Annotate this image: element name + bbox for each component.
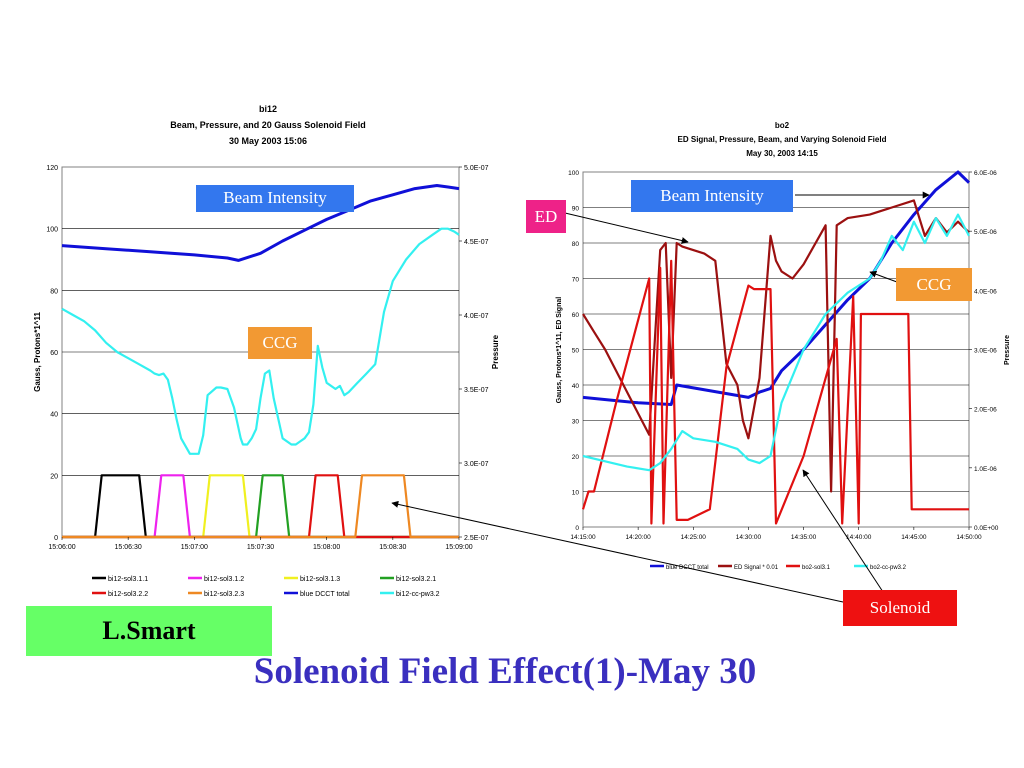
chart-subtitle: ED Signal, Pressure, Beam, and Varying S… (678, 135, 887, 144)
callout-ccg-right: CCG (896, 268, 972, 301)
series-line-bi12-cc-pw3-2 (61, 227, 460, 455)
chart-subtitle: Beam, Pressure, and 20 Gauss Solenoid Fi… (170, 120, 366, 130)
arrow-ed (564, 212, 689, 244)
y-tick-label: 100 (46, 227, 58, 234)
author-label: L.Smart (26, 606, 272, 656)
legend-label: bi12-cc-pw3.2 (396, 591, 440, 598)
y-tick-label: 100 (568, 170, 579, 177)
y-tick-label: 0 (575, 525, 579, 532)
callout-ccg-left: CCG (248, 327, 312, 359)
y2-tick-label: 0.0E+00 (974, 525, 999, 532)
arrow-solenoid-right (802, 469, 886, 596)
y-tick-label: 60 (50, 350, 58, 357)
y2-tick-label: 2.5E-07 (464, 535, 489, 542)
y-tick-label: 40 (50, 412, 58, 419)
y-tick-label: 60 (572, 312, 580, 319)
slide-title: Solenoid Field Effect(1)-May 30 (253, 651, 757, 692)
series-line-bo2-cc-pw3-2 (582, 213, 970, 472)
y-tick-label: 80 (572, 241, 580, 248)
y2-tick-label: 3.0E-07 (464, 461, 489, 468)
y-axis-label: Gauss, Protons*1^11 (33, 312, 42, 392)
legend-label: bi12-sol3.2.1 (396, 576, 436, 583)
legend-label: blue DCCT total (300, 591, 350, 598)
series-line-bi12-sol3-2-3 (62, 474, 459, 539)
y-tick-label: 10 (572, 490, 580, 497)
y-tick-label: 90 (572, 206, 580, 213)
x-tick-label: 14:20:00 (625, 534, 651, 541)
chart-title: bi12 (259, 104, 277, 114)
y-tick-label: 80 (50, 288, 58, 295)
chart-subtitle-date: May 30, 2003 14:15 (746, 149, 818, 158)
y-tick-label: 50 (572, 348, 580, 355)
legend-label: bi12-sol3.1.1 (108, 576, 148, 583)
callout-solenoid: Solenoid (843, 590, 957, 626)
callout-beam-intensity-left: Beam Intensity (196, 185, 354, 212)
y-tick-label: 30 (572, 419, 580, 426)
x-tick-label: 15:06:30 (115, 544, 142, 551)
x-tick-label: 14:35:00 (791, 534, 817, 541)
legend-label: bi12-sol3.1.3 (300, 576, 340, 583)
x-tick-label: 15:08:30 (379, 544, 406, 551)
y2-tick-label: 4.0E-06 (974, 288, 997, 295)
y-axis-label: Gauss, Protons*1^11, ED Signal (555, 297, 563, 403)
y-tick-label: 40 (572, 383, 580, 390)
x-tick-label: 14:45:00 (901, 534, 927, 541)
y2-tick-label: 4.5E-07 (464, 239, 489, 246)
callout-ed: ED (526, 200, 566, 233)
y2-tick-label: 3.5E-07 (464, 387, 489, 394)
y2-tick-label: 6.0E-06 (974, 170, 997, 177)
series-line-bo2-sol3-1 (581, 259, 969, 525)
x-tick-label: 14:25:00 (681, 534, 707, 541)
series-line-blue-dcct-total (61, 184, 460, 262)
y-tick-label: 120 (46, 165, 58, 172)
y2-axis-label: Pressure (491, 334, 500, 369)
x-tick-label: 15:07:00 (181, 544, 208, 551)
y-tick-label: 0 (54, 535, 58, 542)
x-tick-label: 14:30:00 (736, 534, 762, 541)
legend-label: ED Signal * 0.01 (734, 565, 779, 571)
y-tick-label: 70 (572, 277, 580, 284)
x-tick-label: 14:50:00 (956, 534, 982, 541)
y2-tick-label: 5.0E-07 (464, 165, 489, 172)
chart-title: bo2 (775, 121, 790, 130)
y2-axis-label: Pressure (1004, 335, 1011, 365)
arrow-ccg (869, 270, 898, 283)
y2-tick-label: 3.0E-06 (974, 348, 997, 355)
chart-subtitle-date: 30 May 2003 15:06 (229, 136, 307, 146)
x-tick-label: 14:40:00 (846, 534, 872, 541)
series-line-ed-signal-0-01 (582, 199, 970, 493)
legend-label: bo2-cc-pw3.2 (870, 565, 907, 571)
x-tick-label: 15:07:30 (247, 544, 274, 551)
legend-label: bi12-sol3.1.2 (204, 576, 244, 583)
chart-bo2: bo2 ED Signal, Pressure, Beam, and Varyi… (555, 121, 1011, 571)
legend-label: bi12-sol3.2.3 (204, 591, 244, 598)
callout-beam-intensity-right: Beam Intensity (631, 180, 793, 212)
arrow-solenoid-left (391, 500, 844, 603)
y2-tick-label: 4.0E-07 (464, 313, 489, 320)
x-tick-label: 14:15:00 (570, 534, 596, 541)
y2-tick-label: 5.0E-06 (974, 229, 997, 236)
y-tick-label: 20 (572, 454, 580, 461)
y-tick-label: 20 (50, 473, 58, 480)
x-tick-label: 15:06:00 (48, 544, 75, 551)
x-tick-label: 15:09:00 (445, 544, 472, 551)
y2-tick-label: 2.0E-06 (974, 407, 997, 414)
x-tick-label: 15:08:00 (313, 544, 340, 551)
legend-label: bi12-sol3.2.2 (108, 591, 148, 598)
y2-tick-label: 1.0E-06 (974, 466, 997, 473)
legend-label: bo2-sol3.1 (802, 565, 831, 571)
